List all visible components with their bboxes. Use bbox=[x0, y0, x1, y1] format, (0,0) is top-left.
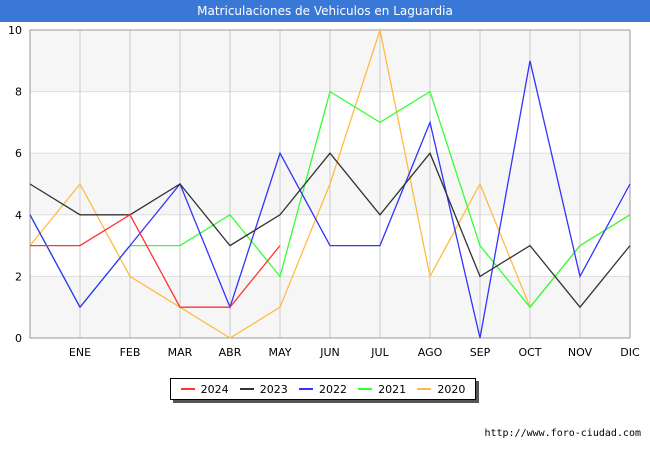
x-tick-label: AGO bbox=[418, 346, 443, 359]
series-line-2022 bbox=[29, 60, 631, 339]
legend-swatch bbox=[298, 388, 313, 390]
x-tick-label: MAR bbox=[168, 346, 193, 359]
y-tick-label: 4 bbox=[15, 209, 22, 222]
legend-swatch bbox=[417, 388, 432, 390]
legend-swatch bbox=[239, 388, 254, 390]
source-url: http://www.foro-ciudad.com bbox=[484, 428, 641, 439]
legend: 2024 2023 2022 2021 2020 bbox=[170, 378, 476, 400]
legend-label: 2020 bbox=[437, 382, 466, 396]
x-tick-label: JUL bbox=[370, 346, 389, 359]
series-line-2024 bbox=[30, 213, 281, 308]
x-tick-label: OCT bbox=[518, 346, 541, 359]
y-axis-labels: 0 2 4 6 8 10 bbox=[8, 24, 22, 345]
x-tick-label: MAY bbox=[269, 346, 292, 359]
legend-label: 2024 bbox=[200, 382, 229, 396]
series-lines bbox=[29, 27, 631, 339]
line-chart: 0 2 4 6 8 10 ENE FEB MAR ABR MAY JUN JUL AGO SEP OCT NO… bbox=[8, 24, 640, 359]
x-tick-label: ENE bbox=[69, 346, 91, 359]
legend-swatch bbox=[358, 388, 373, 390]
y-tick-label: 0 bbox=[15, 332, 22, 345]
x-tick-label: ABR bbox=[219, 346, 242, 359]
legend-label: 2023 bbox=[259, 382, 288, 396]
legend-item-2024: 2024 bbox=[180, 382, 229, 396]
y-tick-label: 8 bbox=[15, 86, 22, 99]
x-tick-label: DIC bbox=[620, 346, 640, 359]
x-tick-label: NOV bbox=[568, 346, 593, 359]
legend-item-2020: 2020 bbox=[417, 383, 465, 396]
legend-item-2023: 2023 bbox=[239, 382, 288, 396]
legend-label: 2021 bbox=[378, 382, 407, 396]
legend-item-2022: 2022 bbox=[298, 382, 347, 396]
legend-label: 2022 bbox=[318, 382, 347, 396]
x-tick-label: FEB bbox=[120, 346, 141, 359]
legend-swatch bbox=[180, 388, 195, 390]
y-tick-label: 6 bbox=[15, 147, 22, 160]
x-tick-label: JUN bbox=[319, 346, 340, 359]
x-tick-label: SEP bbox=[470, 346, 491, 359]
legend-item-2021: 2021 bbox=[358, 383, 406, 396]
y-tick-label: 10 bbox=[8, 24, 22, 37]
chart-title: Matriculaciones de Vehiculos en Laguardi… bbox=[0, 0, 650, 22]
x-axis-labels: ENE FEB MAR ABR MAY JUN JUL AGO SEP OCT NOV DIC bbox=[69, 346, 640, 359]
y-tick-label: 2 bbox=[15, 270, 22, 283]
